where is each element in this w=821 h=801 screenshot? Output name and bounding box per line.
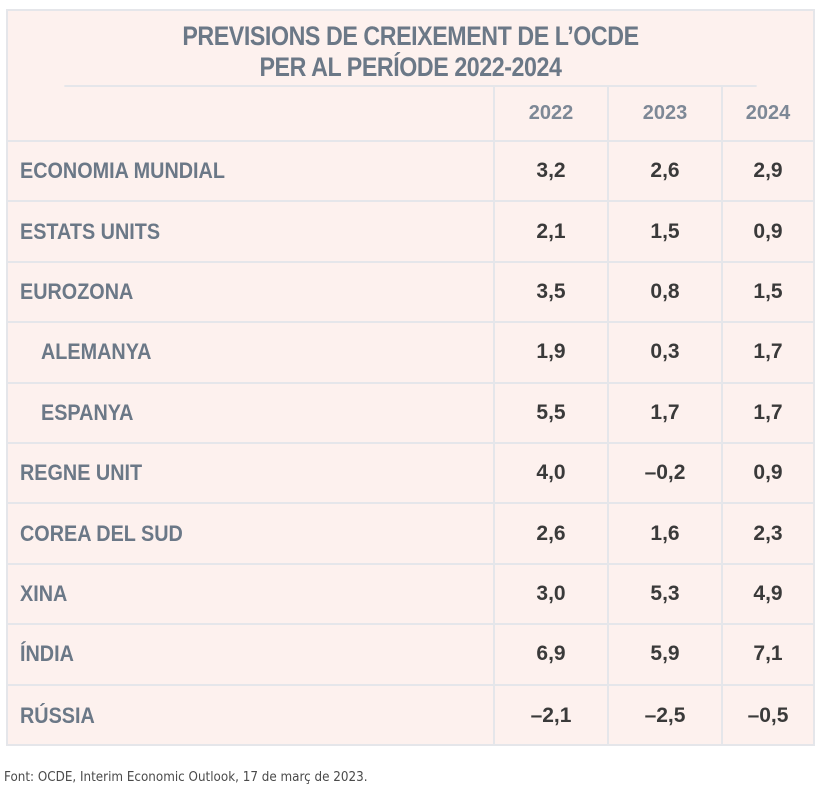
- value-cell-2024: 7,1: [721, 625, 813, 684]
- value-cell-2023: –2,5: [607, 685, 721, 746]
- value-cell-2024: 2,3: [721, 504, 813, 563]
- value-cell-2023: 5,9: [607, 625, 721, 684]
- table-row: ESTATS UNITS 2,1 1,5 0,9: [8, 202, 813, 263]
- row-label: RÚSSIA: [8, 686, 493, 746]
- row-label: XINA: [8, 565, 493, 623]
- value-cell-2022: 5,5: [493, 383, 607, 442]
- value-cell-2024: 4,9: [721, 564, 813, 624]
- row-label-text: ÍNDIA: [20, 641, 74, 667]
- row-label-text: REGNE UNIT: [20, 460, 143, 486]
- table-row: ESPANYA 5,5 1,7 1,7: [8, 383, 813, 444]
- value-cell-2022: 3,0: [493, 564, 607, 624]
- value-cell-2023: 5,3: [607, 564, 721, 624]
- row-label: ESTATS UNITS: [8, 202, 493, 260]
- column-header-2024: 2024: [721, 87, 813, 140]
- column-header-2023: 2023: [607, 87, 721, 140]
- value-cell-2022: 4,0: [493, 444, 607, 503]
- table-row: EUROZONA 3,5 0,8 1,5: [8, 262, 813, 324]
- value-cell-2023: 0,8: [607, 262, 721, 322]
- row-label: ECONOMIA MUNDIAL: [8, 142, 493, 200]
- row-label: ÍNDIA: [8, 625, 493, 683]
- header-label-cell: [8, 87, 493, 140]
- value-cell-2024: 1,5: [721, 262, 813, 322]
- table-title: PREVISIONS DE CREIXEMENT DE L’OCDE PER A…: [64, 11, 757, 87]
- table-row: ALEMANYA 1,9 0,3 1,7: [8, 323, 813, 384]
- value-cell-2022: 2,6: [493, 504, 607, 563]
- value-cell-2022: –2,1: [493, 685, 607, 746]
- table-row: COREA DEL SUD 2,6 1,6 2,3: [8, 504, 813, 565]
- table-row: ÍNDIA 6,9 5,9 7,1: [8, 625, 813, 686]
- value-cell-2024: –0,5: [721, 685, 813, 746]
- value-cell-2023: 0,3: [607, 323, 721, 382]
- row-label-text: ESPANYA: [41, 399, 134, 425]
- value-cell-2024: 1,7: [721, 323, 813, 382]
- row-label-text: ECONOMIA MUNDIAL: [20, 158, 225, 184]
- column-header-2022: 2022: [493, 87, 607, 140]
- row-label: ALEMANYA: [8, 323, 493, 381]
- value-cell-2022: 2,1: [493, 202, 607, 261]
- table-row: ECONOMIA MUNDIAL 3,2 2,6 2,9: [8, 142, 813, 203]
- row-label: REGNE UNIT: [8, 444, 493, 502]
- value-cell-2022: 3,5: [493, 262, 607, 322]
- value-cell-2022: 3,2: [493, 142, 607, 201]
- row-label: EUROZONA: [8, 263, 493, 321]
- value-cell-2022: 1,9: [493, 323, 607, 382]
- value-cell-2023: 1,6: [607, 504, 721, 563]
- value-cell-2023: 2,6: [607, 142, 721, 201]
- value-cell-2024: 0,9: [721, 444, 813, 503]
- value-cell-2023: 1,7: [607, 383, 721, 442]
- value-cell-2024: 0,9: [721, 202, 813, 261]
- value-cell-2023: 1,5: [607, 202, 721, 261]
- table-row: XINA 3,0 5,3 4,9: [8, 564, 813, 626]
- growth-forecast-table: PREVISIONS DE CREIXEMENT DE L’OCDE PER A…: [6, 9, 815, 746]
- value-cell-2022: 6,9: [493, 625, 607, 684]
- row-label-text: ESTATS UNITS: [20, 218, 161, 244]
- row-label-text: ALEMANYA: [41, 339, 152, 365]
- value-cell-2023: –0,2: [607, 444, 721, 503]
- source-note: Font: OCDE, Interim Economic Outlook, 17…: [4, 770, 368, 785]
- row-label: ESPANYA: [8, 384, 493, 442]
- row-label-text: COREA DEL SUD: [20, 520, 183, 546]
- value-cell-2024: 2,9: [721, 142, 813, 201]
- table-row: RÚSSIA –2,1 –2,5 –0,5: [8, 685, 813, 746]
- header-row: 2022 2023 2024: [8, 87, 813, 142]
- table-title-line-1: PREVISIONS DE CREIXEMENT DE L’OCDE: [182, 21, 639, 51]
- table-row: REGNE UNIT 4,0 –0,2 0,9: [8, 444, 813, 505]
- row-label-text: RÚSSIA: [20, 702, 95, 728]
- table-title-line-2: PER AL PERÍODE 2022-2024: [259, 52, 562, 82]
- row-label-text: EUROZONA: [20, 278, 134, 304]
- row-label: COREA DEL SUD: [8, 504, 493, 562]
- row-label-text: XINA: [20, 580, 68, 606]
- value-cell-2024: 1,7: [721, 383, 813, 442]
